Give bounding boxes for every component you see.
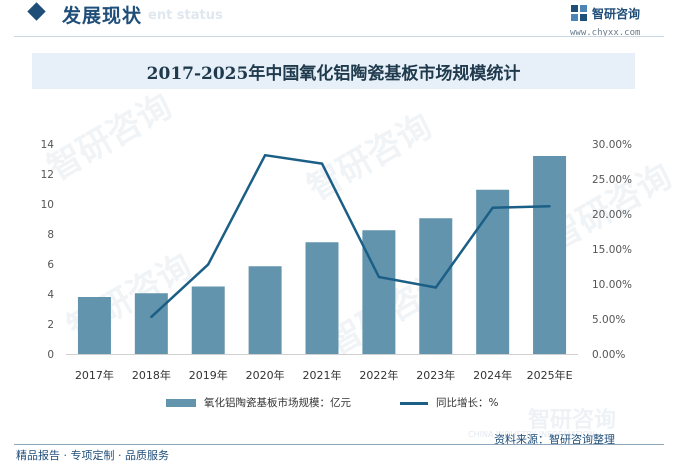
bar bbox=[77, 297, 111, 354]
bar bbox=[476, 189, 510, 354]
bar bbox=[191, 286, 225, 354]
left-tick-label: 14 bbox=[41, 139, 55, 151]
header-divider bbox=[14, 36, 664, 37]
x-tick-label: 2022年 bbox=[359, 368, 398, 382]
x-tick-label: 2021年 bbox=[303, 368, 342, 382]
line-point bbox=[548, 205, 551, 208]
bar bbox=[134, 293, 168, 354]
chart-title-band: 2017-2025年中国氧化铝陶瓷基板市场规模统计 bbox=[32, 53, 635, 89]
line-point bbox=[320, 162, 324, 165]
left-tick-label: 6 bbox=[47, 259, 54, 271]
line-point bbox=[377, 275, 381, 279]
line-point bbox=[150, 315, 153, 319]
left-tick-label: 12 bbox=[41, 169, 54, 181]
section-subtitle: ent status bbox=[148, 8, 223, 23]
footer-tagline: 精品报告 · 专项定制 · 品质服务 bbox=[16, 449, 169, 462]
footer-divider bbox=[14, 444, 664, 445]
right-tick-label: 15.00% bbox=[592, 244, 632, 256]
right-tick-label: 20.00% bbox=[592, 209, 632, 221]
legend-label-line: 同比增长：% bbox=[436, 397, 499, 409]
x-tick-label: 2023年 bbox=[416, 368, 455, 382]
line-point bbox=[263, 154, 267, 157]
legend-item-line: 同比增长：% bbox=[400, 395, 498, 410]
line-point bbox=[207, 263, 210, 266]
x-tick-label: 2018年 bbox=[132, 368, 171, 382]
right-tick-label: 25.00% bbox=[592, 174, 632, 186]
x-tick-label: 2017年 bbox=[75, 368, 114, 382]
right-tick-label: 5.00% bbox=[592, 314, 625, 326]
bar bbox=[305, 242, 339, 354]
source-note: 资料来源：智研咨询整理 bbox=[494, 433, 615, 446]
x-tick-label: 2020年 bbox=[246, 368, 285, 382]
legend-swatch-bar bbox=[166, 399, 196, 407]
right-tick-label: 0.00% bbox=[592, 349, 625, 361]
left-tick-label: 2 bbox=[47, 319, 54, 331]
bar bbox=[533, 156, 567, 354]
left-tick-label: 4 bbox=[47, 289, 54, 301]
growth-line bbox=[150, 153, 550, 318]
section-title: 发展现状 bbox=[62, 5, 143, 27]
footer-brand-watermark-en: CHINA INDUSTRY INFORMATION bbox=[468, 430, 595, 439]
left-tick-label: 0 bbox=[47, 349, 54, 361]
right-tick-label: 10.00% bbox=[592, 279, 632, 291]
footer-brand-watermark: 智研咨询 bbox=[528, 408, 617, 433]
logo-url: www.chyxx.com bbox=[570, 28, 641, 38]
line-point bbox=[491, 206, 494, 209]
x-tick-label: 2024年 bbox=[473, 368, 512, 382]
chart-title: 2017-2025年中国氧化铝陶瓷基板市场规模统计 bbox=[146, 63, 521, 84]
x-tick-label: 2025年E bbox=[527, 368, 573, 382]
header: 发展现状 ent status 智研咨询 www.chyxx.com bbox=[0, 0, 677, 38]
legend-item-bar: 氧化铝陶瓷基板市场规模：亿元 bbox=[166, 395, 351, 410]
logo-name: 智研咨询 bbox=[592, 7, 641, 21]
left-tick-label: 10 bbox=[41, 199, 54, 211]
bar bbox=[248, 266, 282, 354]
line-point bbox=[434, 286, 437, 289]
bar bbox=[362, 230, 396, 354]
legend-label-bar: 氧化铝陶瓷基板市场规模：亿元 bbox=[204, 397, 351, 409]
legend-swatch-line bbox=[400, 401, 428, 405]
left-tick-label: 8 bbox=[47, 229, 54, 241]
logo-icon bbox=[571, 5, 587, 21]
x-tick-label: 2019年 bbox=[189, 368, 228, 382]
right-tick-label: 30.00% bbox=[592, 139, 632, 151]
